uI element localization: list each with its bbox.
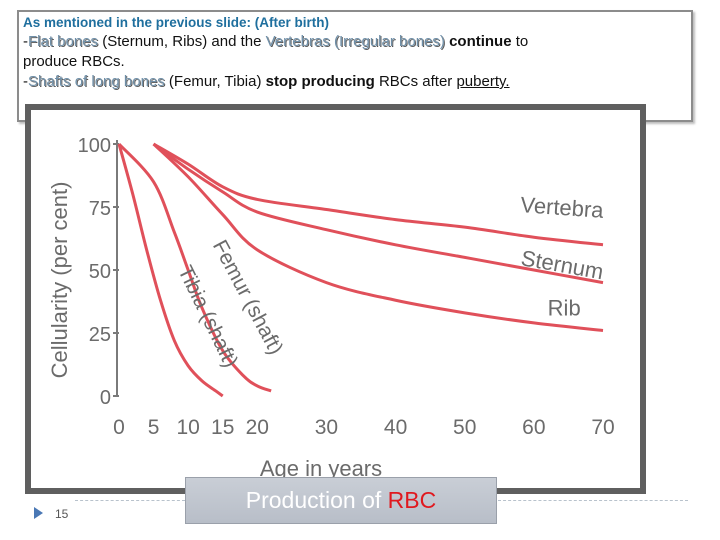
y-tick-label: 50 — [89, 261, 111, 283]
series-label-sternum: Sternum — [519, 245, 605, 284]
caption-box: Production of RBC — [185, 477, 497, 524]
shafts-term: Shafts of long bones — [28, 73, 165, 90]
slide-heading: As mentioned in the previous slide: (Aft… — [23, 15, 330, 30]
chart-frame: 0 25 50 75 100 0 5 10 15 20 30 40 50 60 70 Age in years… — [25, 104, 646, 494]
y-tick-label: 100 — [78, 135, 111, 157]
series-lines — [117, 142, 604, 398]
femur-tibia-text: (Femur, Tibia) — [164, 73, 266, 90]
x-tick-label: 60 — [522, 416, 545, 439]
footer-divider-right — [498, 500, 688, 501]
bullet-arrow-icon — [34, 507, 43, 519]
x-tick-label: 30 — [315, 416, 338, 439]
series-line-vertebra — [152, 142, 604, 247]
x-tick-label: 15 — [211, 416, 234, 439]
rbcs-after-text: RBCs after — [374, 73, 457, 90]
to-word: to — [511, 33, 529, 50]
stop-producing-word: stop producing — [265, 73, 375, 90]
x-axis-label: Age in years — [260, 456, 382, 481]
series-label-rib: Rib — [548, 295, 581, 320]
y-tick-label: 75 — [89, 198, 111, 220]
series-line-rib — [152, 142, 604, 332]
caption-accent: RBC — [387, 487, 437, 513]
x-tick-label: 70 — [591, 416, 614, 439]
dash: - — [23, 33, 28, 50]
chart-area: 0 25 50 75 100 0 5 10 15 20 30 40 50 60 70 Age in years… — [31, 110, 640, 488]
footer-divider-left — [75, 500, 185, 501]
y-tick-label: 25 — [89, 324, 111, 346]
vertebras-term: Vertebras (Irregular bones) — [265, 33, 445, 50]
y-axis-label: Cellularity (per cent) — [47, 182, 72, 379]
x-tick-label: 10 — [176, 416, 199, 439]
x-tick-label: 40 — [384, 416, 407, 439]
caption-prefix: Production of — [245, 487, 388, 513]
produce-rbcs-line: produce RBCs. — [23, 53, 125, 70]
x-tick-label: 5 — [148, 416, 160, 439]
series-line-femur-shaft — [117, 142, 272, 393]
bullet-long-bones: -Shafts of long bones (Femur, Tibia) sto… — [23, 72, 687, 92]
text-box: As mentioned in the previous slide: (Aft… — [17, 10, 693, 122]
x-tick-label: 50 — [453, 416, 476, 439]
y-tick-label: 0 — [100, 387, 111, 409]
series-line-tibia-shaft — [117, 143, 224, 398]
bullet-flat-bones: -Flat bones (Sternum, Ribs) and the Vert… — [23, 32, 687, 52]
dash: - — [23, 73, 28, 90]
x-tick-label: 20 — [246, 416, 269, 439]
flat-bones-term: Flat bones — [28, 33, 99, 50]
series-label-vertebra: Vertebra — [520, 192, 605, 223]
series-line-sternum — [152, 142, 604, 285]
x-tick-label: 0 — [113, 416, 125, 439]
continue-word: continue — [449, 33, 512, 50]
puberty-word: puberty. — [456, 73, 510, 90]
slide-number: 15 — [55, 507, 69, 521]
sternum-ribs-text: (Sternum, Ribs) and the — [98, 33, 266, 50]
